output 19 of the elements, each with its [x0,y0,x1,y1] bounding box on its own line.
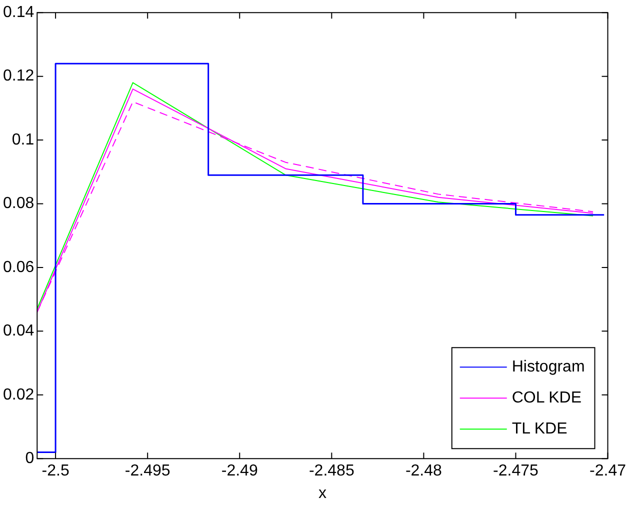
x-tick-label: -2.5 [42,462,70,480]
x-tick-label: -2.49 [221,462,258,480]
y-tick-label: 0.12 [3,68,34,85]
x-tick-label: -2.475 [493,462,539,480]
x-tick-label: -2.48 [405,462,442,480]
y-tick-label: 0.02 [3,386,34,404]
legend-label: Histogram [512,358,585,376]
y-tick-label: 0.08 [3,195,34,212]
x-tick-label: -2.47 [590,462,626,480]
x-tick-label: -2.485 [308,462,354,480]
x-tick-label: -2.495 [124,462,170,480]
y-tick-label: 0.06 [3,258,34,276]
legend-label: COL KDE [512,390,582,407]
y-tick-label: 0.14 [3,4,34,22]
x-axis-title: x [318,484,326,502]
legend-label: TL KDE [512,420,568,438]
y-tick-label: 0 [25,450,34,468]
y-tick-label: 0.04 [3,322,34,340]
y-tick-label: 0.1 [12,131,34,148]
